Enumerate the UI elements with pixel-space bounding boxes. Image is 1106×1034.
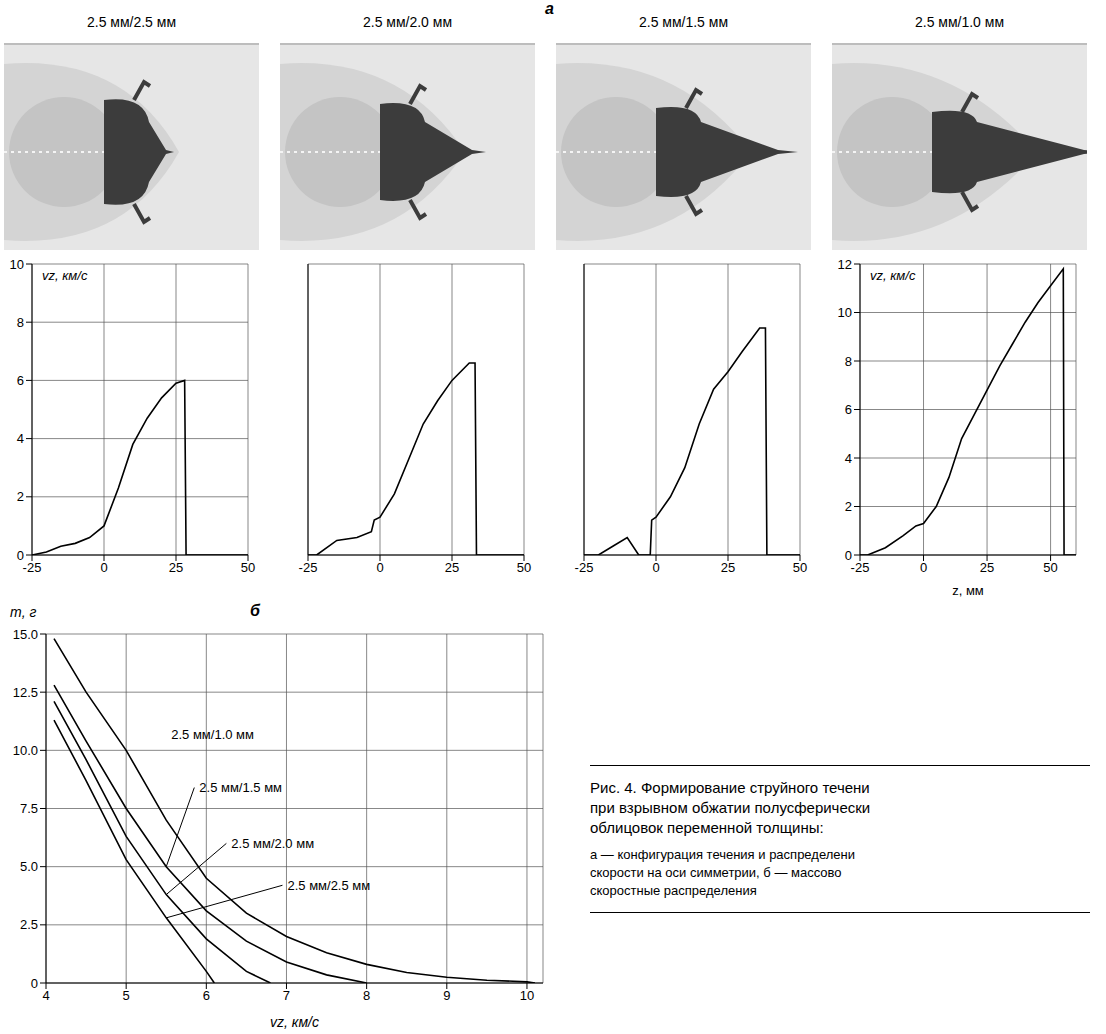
svg-text:0: 0 <box>100 560 107 575</box>
html-text:Рис. 4. Формирование струйного: Рис. 4. Формирование струйного течени <box>590 779 870 796</box>
html-text:a: a <box>545 0 554 17</box>
svg-text:8: 8 <box>363 988 370 1003</box>
svg-text:50: 50 <box>1043 560 1057 575</box>
svg-text:2: 2 <box>845 499 852 514</box>
svg-text:10.0: 10.0 <box>13 743 38 758</box>
svg-text:0: 0 <box>31 976 38 991</box>
svg-text:25: 25 <box>169 560 183 575</box>
svg-text:0: 0 <box>652 560 659 575</box>
svg-text:7: 7 <box>283 988 290 1003</box>
svg-text:6: 6 <box>845 402 852 417</box>
svg-text:50: 50 <box>793 560 807 575</box>
html-text:2.5 мм/1.5 мм: 2.5 мм/1.5 мм <box>639 14 728 30</box>
svg-text:15.0: 15.0 <box>13 627 38 642</box>
svg-text:2.5: 2.5 <box>20 917 38 932</box>
html-text:б: б <box>250 602 260 619</box>
svg-text:4: 4 <box>845 451 852 466</box>
svg-text:2.5 мм/2.0 мм: 2.5 мм/2.0 мм <box>231 836 314 851</box>
svg-text:0: 0 <box>920 560 927 575</box>
svg-text:-25: -25 <box>23 560 42 575</box>
svg-text:-25: -25 <box>299 560 318 575</box>
svg-text:25: 25 <box>721 560 735 575</box>
svg-text:50: 50 <box>517 560 531 575</box>
html-text:скоростные распределения: скоростные распределения <box>590 883 757 898</box>
html-text:a — конфигурация течения и рас: a — конфигурация течения и распределени <box>590 847 855 862</box>
svg-text:10: 10 <box>838 305 852 320</box>
html-text:при взрывном обжатии полусфери: при взрывном обжатии полусферически <box>590 799 871 816</box>
html-text:2.5 мм/1.0 мм: 2.5 мм/1.0 мм <box>915 14 1004 30</box>
svg-text:0: 0 <box>17 548 24 563</box>
svg-text:-25: -25 <box>851 560 870 575</box>
svg-text:2: 2 <box>17 489 24 504</box>
svg-text:8: 8 <box>845 354 852 369</box>
html-text:2.5 мм/2.5 мм: 2.5 мм/2.5 мм <box>87 14 176 30</box>
svg-text:12.5: 12.5 <box>13 685 38 700</box>
svg-text:5.0: 5.0 <box>20 859 38 874</box>
svg-text:0: 0 <box>376 560 383 575</box>
svg-text:6: 6 <box>17 373 24 388</box>
svg-text:50: 50 <box>241 560 255 575</box>
svg-text:0: 0 <box>845 548 852 563</box>
html-text:m, г: m, г <box>10 604 37 620</box>
html-text:vz, км/с: vz, км/с <box>870 268 916 283</box>
svg-text:25: 25 <box>980 560 994 575</box>
svg-text:4: 4 <box>17 431 24 446</box>
svg-text:2.5 мм/1.5 мм: 2.5 мм/1.5 мм <box>199 780 282 795</box>
svg-text:7.5: 7.5 <box>20 801 38 816</box>
html-text:облицовок переменной толщины:: облицовок переменной толщины: <box>590 819 824 836</box>
svg-text:8: 8 <box>17 315 24 330</box>
svg-text:25: 25 <box>445 560 459 575</box>
svg-text:2.5 мм/1.0 мм: 2.5 мм/1.0 мм <box>171 727 254 742</box>
svg-text:2.5 мм/2.5 мм: 2.5 мм/2.5 мм <box>287 878 370 893</box>
html-text:vz, км/с: vz, км/с <box>42 268 88 283</box>
svg-text:6: 6 <box>203 988 210 1003</box>
html-text:скорости на оси симметрии, б —: скорости на оси симметрии, б — массово <box>590 865 842 880</box>
svg-text:4: 4 <box>42 988 49 1003</box>
svg-text:-25: -25 <box>575 560 594 575</box>
svg-text:5: 5 <box>123 988 130 1003</box>
svg-text:vz, км/с: vz, км/с <box>270 1014 319 1029</box>
svg-text:12: 12 <box>838 257 852 272</box>
html-text:2.5 мм/2.0 мм: 2.5 мм/2.0 мм <box>363 14 452 30</box>
svg-text:9: 9 <box>443 988 450 1003</box>
svg-text:10: 10 <box>520 988 534 1003</box>
svg-text:z, мм: z, мм <box>952 583 984 597</box>
svg-text:10: 10 <box>10 257 24 272</box>
